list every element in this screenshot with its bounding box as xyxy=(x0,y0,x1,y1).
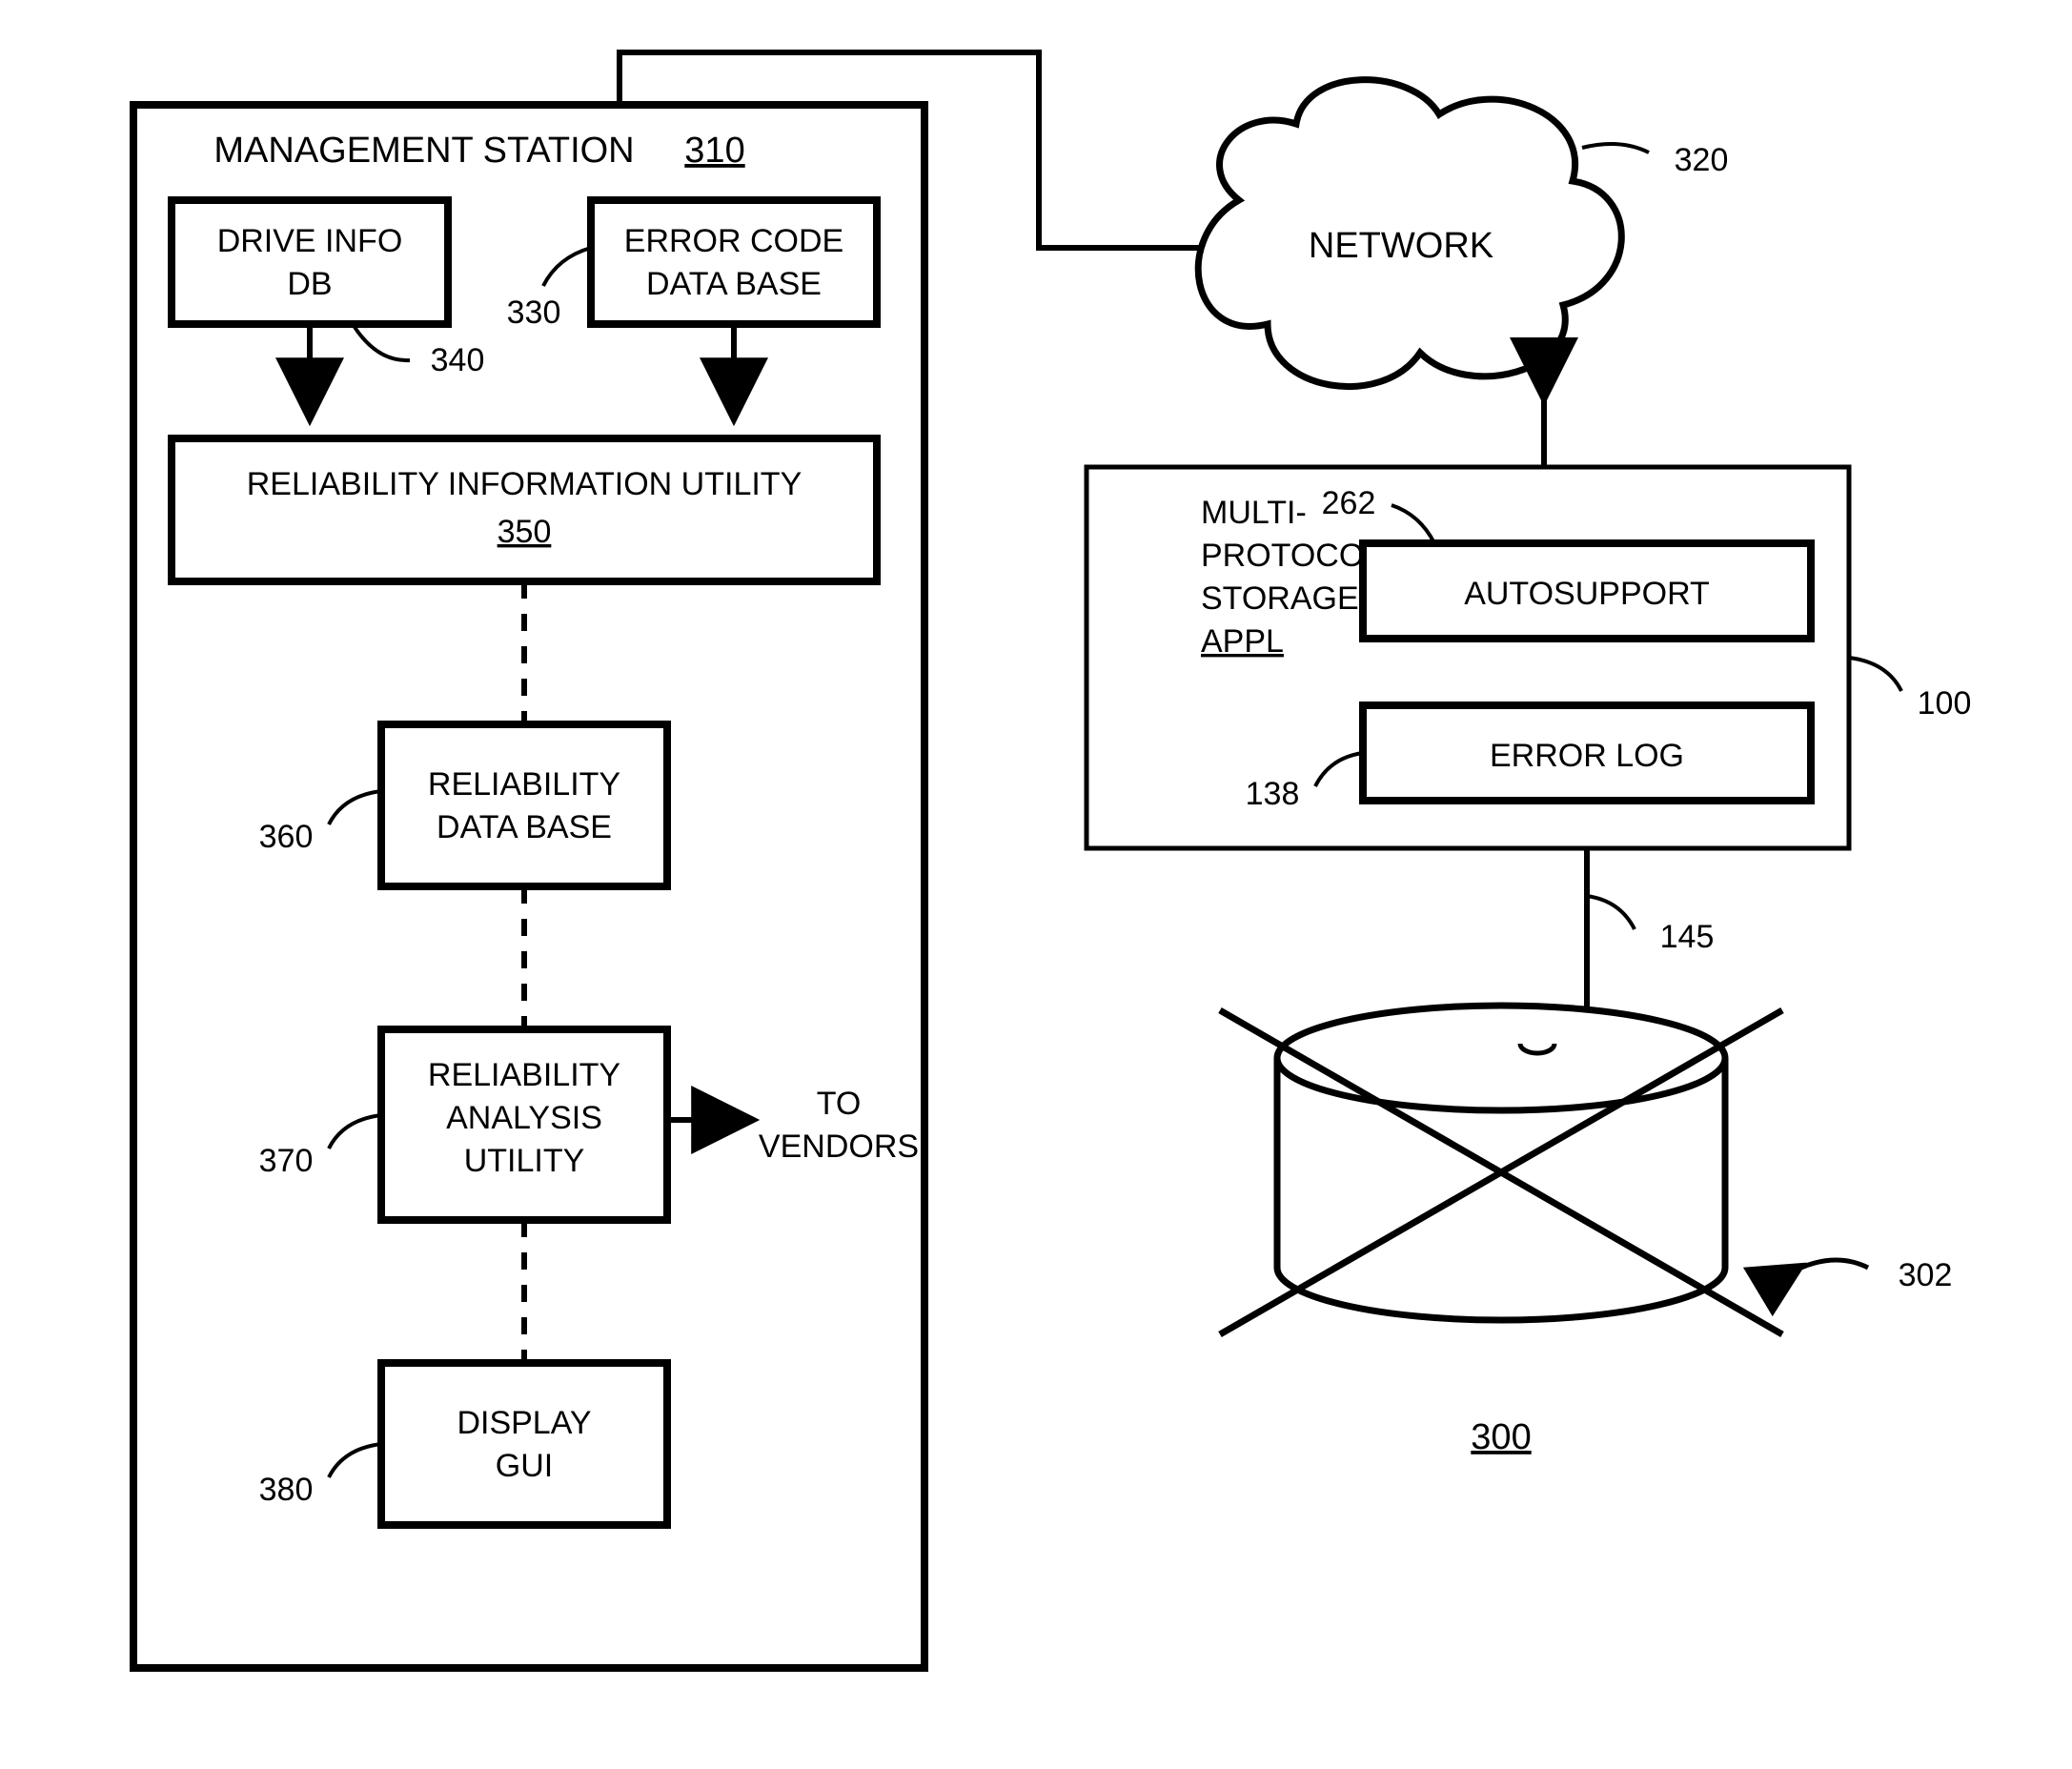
reliability-util-l1: RELIABILITY INFORMATION UTILITY xyxy=(247,466,802,502)
reliability-db-l1: RELIABILITY xyxy=(428,766,620,803)
ref-380: 380 xyxy=(259,1472,314,1508)
ref-100: 100 xyxy=(1918,685,1972,722)
ref-340: 340 xyxy=(431,342,485,378)
ref-320: 320 xyxy=(1675,142,1729,178)
ref-330: 330 xyxy=(507,295,561,331)
network-cloud: NETWORK xyxy=(1198,80,1621,387)
management-station-ref: 310 xyxy=(684,131,744,171)
drive-info-box xyxy=(172,200,448,324)
appl-t1: MULTI- xyxy=(1201,495,1307,531)
ref-360: 360 xyxy=(259,819,314,855)
appl-t3: STORAGE xyxy=(1201,580,1359,617)
to-vendors-l2: VENDORS xyxy=(759,1128,919,1165)
reliability-util-box xyxy=(172,438,877,581)
analysis-l2: ANALYSIS xyxy=(446,1100,602,1136)
gui-l1: DISPLAY xyxy=(457,1405,591,1441)
ref-370: 370 xyxy=(259,1143,314,1179)
error-code-l1: ERROR CODE xyxy=(624,223,843,259)
analysis-l3: UTILITY xyxy=(464,1143,585,1179)
leader-100 xyxy=(1849,658,1901,691)
to-vendors-l1: TO xyxy=(817,1086,862,1122)
ref-262: 262 xyxy=(1322,485,1376,521)
appl-t2: PROTOCOL xyxy=(1201,538,1382,574)
analysis-l1: RELIABILITY xyxy=(428,1057,620,1093)
management-station-title: MANAGEMENT STATION xyxy=(213,131,634,171)
reliability-util-ref: 350 xyxy=(498,514,552,550)
gui-l2: GUI xyxy=(496,1448,553,1484)
drive-info-l1: DRIVE INFO xyxy=(217,223,403,259)
leader-302 xyxy=(1782,1260,1868,1277)
ref-300: 300 xyxy=(1471,1417,1531,1457)
system-diagram: MANAGEMENT STATION 310 DRIVE INFO DB 340… xyxy=(0,0,2072,1764)
display-gui-box xyxy=(381,1363,667,1525)
leader-145 xyxy=(1587,896,1635,929)
leader-320 xyxy=(1582,144,1649,152)
ref-302: 302 xyxy=(1899,1257,1953,1293)
autosupport-label: AUTOSUPPORT xyxy=(1464,576,1710,612)
error-code-l2: DATA BASE xyxy=(646,266,822,302)
drive-info-l2: DB xyxy=(287,266,332,302)
appl-t4: APPL xyxy=(1201,623,1284,660)
ref-145: 145 xyxy=(1660,919,1715,955)
disk-icon xyxy=(1220,1006,1782,1334)
reliability-db-box xyxy=(381,724,667,886)
error-log-label: ERROR LOG xyxy=(1490,738,1684,774)
network-label: NETWORK xyxy=(1309,226,1493,266)
error-code-box xyxy=(591,200,877,324)
ref-138: 138 xyxy=(1246,776,1300,812)
reliability-db-l2: DATA BASE xyxy=(437,809,612,845)
